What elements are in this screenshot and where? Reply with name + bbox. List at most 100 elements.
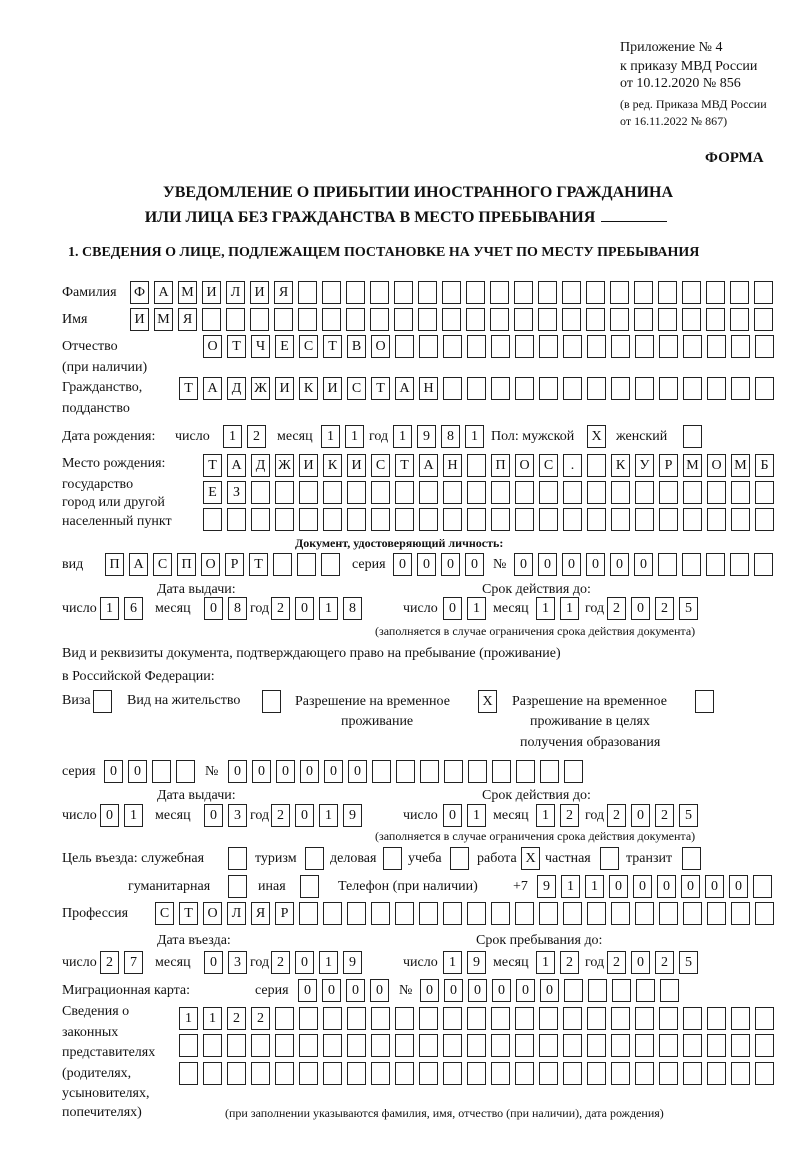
char-cell[interactable] <box>659 1007 678 1030</box>
char-cell[interactable]: К <box>299 377 318 400</box>
char-cell[interactable]: 5 <box>679 804 698 827</box>
char-cell[interactable] <box>731 377 750 400</box>
char-cell[interactable]: Ж <box>251 377 270 400</box>
char-cell[interactable] <box>467 454 486 477</box>
char-cell[interactable] <box>706 281 725 304</box>
char-cell[interactable]: Л <box>226 281 245 304</box>
char-cell[interactable]: 9 <box>343 951 362 974</box>
char-cell[interactable]: С <box>539 454 558 477</box>
char-cell[interactable]: 0 <box>610 553 629 576</box>
char-cell[interactable] <box>515 508 534 531</box>
char-cell[interactable] <box>347 508 366 531</box>
char-cell[interactable] <box>587 377 606 400</box>
char-cell[interactable]: 1 <box>465 425 484 448</box>
char-cell[interactable] <box>755 902 774 925</box>
char-cell[interactable] <box>587 454 606 477</box>
char-cell[interactable] <box>706 308 725 331</box>
char-cell[interactable] <box>347 902 366 925</box>
char-cell[interactable]: А <box>129 553 148 576</box>
char-cell[interactable]: 2 <box>100 951 119 974</box>
char-cell[interactable] <box>298 281 317 304</box>
char-cell[interactable] <box>419 481 438 504</box>
representatives-line-3[interactable] <box>179 1062 774 1085</box>
char-cell[interactable] <box>227 508 246 531</box>
char-cell[interactable] <box>611 1034 630 1057</box>
char-cell[interactable] <box>228 847 247 870</box>
representatives-line-2[interactable] <box>179 1034 774 1057</box>
char-cell[interactable] <box>611 508 630 531</box>
char-cell[interactable] <box>299 1062 318 1085</box>
char-cell[interactable]: 0 <box>228 760 247 783</box>
purpose-humanitarian-checkbox[interactable] <box>228 875 247 898</box>
char-cell[interactable] <box>322 281 341 304</box>
char-cell[interactable] <box>395 902 414 925</box>
char-cell[interactable]: 0 <box>420 979 439 1002</box>
char-cell[interactable] <box>563 377 582 400</box>
char-cell[interactable] <box>323 1062 342 1085</box>
char-cell[interactable] <box>443 481 462 504</box>
char-cell[interactable]: 8 <box>228 597 247 620</box>
char-cell[interactable] <box>587 902 606 925</box>
char-cell[interactable]: Б <box>755 454 774 477</box>
char-cell[interactable]: 1 <box>100 597 119 620</box>
char-cell[interactable] <box>610 281 629 304</box>
char-cell[interactable] <box>540 760 559 783</box>
char-cell[interactable] <box>226 308 245 331</box>
char-cell[interactable]: А <box>395 377 414 400</box>
char-cell[interactable] <box>300 875 319 898</box>
char-cell[interactable] <box>755 508 774 531</box>
char-cell[interactable]: К <box>611 454 630 477</box>
char-cell[interactable] <box>491 1007 510 1030</box>
char-cell[interactable]: 1 <box>536 804 555 827</box>
trp-education-checkbox[interactable] <box>695 690 714 713</box>
char-cell[interactable] <box>563 1034 582 1057</box>
char-cell[interactable]: 0 <box>729 875 748 898</box>
char-cell[interactable] <box>586 281 605 304</box>
purpose-transit-checkbox[interactable] <box>682 847 701 870</box>
char-cell[interactable]: Ж <box>275 454 294 477</box>
char-cell[interactable]: Я <box>251 902 270 925</box>
char-cell[interactable] <box>371 1034 390 1057</box>
char-cell[interactable] <box>587 1034 606 1057</box>
char-cell[interactable] <box>587 481 606 504</box>
char-cell[interactable] <box>683 1062 702 1085</box>
char-cell[interactable] <box>371 1062 390 1085</box>
char-cell[interactable] <box>299 902 318 925</box>
char-cell[interactable]: Е <box>275 335 294 358</box>
char-cell[interactable]: 1 <box>345 425 364 448</box>
char-cell[interactable]: 0 <box>705 875 724 898</box>
char-cell[interactable]: О <box>515 454 534 477</box>
char-cell[interactable]: И <box>202 281 221 304</box>
purpose-business-checkbox[interactable] <box>383 847 402 870</box>
char-cell[interactable] <box>658 308 677 331</box>
char-cell[interactable]: 0 <box>540 979 559 1002</box>
char-cell[interactable] <box>731 335 750 358</box>
char-cell[interactable]: 0 <box>657 875 676 898</box>
char-cell[interactable] <box>275 1007 294 1030</box>
char-cell[interactable] <box>515 481 534 504</box>
char-cell[interactable] <box>442 308 461 331</box>
char-cell[interactable] <box>468 760 487 783</box>
char-cell[interactable] <box>707 335 726 358</box>
char-cell[interactable]: Т <box>371 377 390 400</box>
char-cell[interactable]: 0 <box>492 979 511 1002</box>
char-cell[interactable] <box>299 508 318 531</box>
char-cell[interactable]: 7 <box>124 951 143 974</box>
char-cell[interactable]: 0 <box>631 804 650 827</box>
char-cell[interactable] <box>370 308 389 331</box>
char-cell[interactable] <box>683 481 702 504</box>
char-cell[interactable]: 3 <box>228 804 247 827</box>
char-cell[interactable]: 9 <box>343 804 362 827</box>
char-cell[interactable]: 0 <box>276 760 295 783</box>
char-cell[interactable] <box>347 1062 366 1085</box>
char-cell[interactable] <box>682 553 701 576</box>
char-cell[interactable]: 0 <box>516 979 535 1002</box>
